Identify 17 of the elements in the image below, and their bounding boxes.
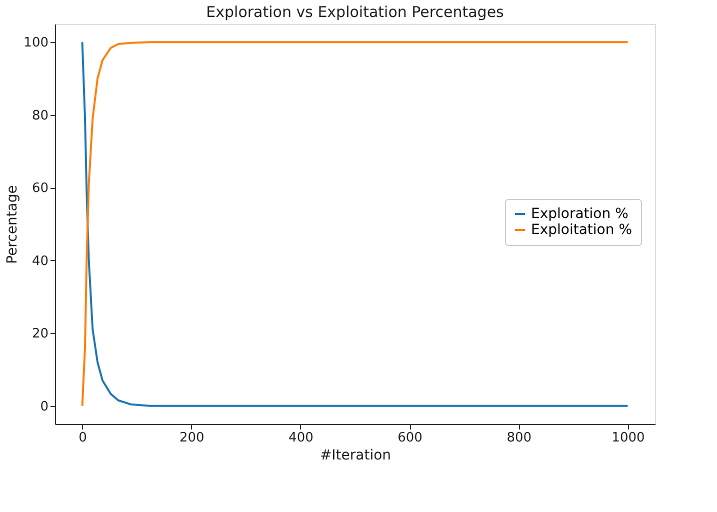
x-tick-label: 400 <box>288 430 314 446</box>
y-tick-label: 0 <box>40 399 48 414</box>
legend-label: Exploitation % <box>531 222 632 238</box>
y-tick-label: 100 <box>24 36 48 51</box>
legend-label: Exploration % <box>531 206 628 222</box>
y-tick-label: 40 <box>32 254 48 269</box>
chart-title: Exploration vs Exploitation Percentages <box>206 3 504 21</box>
y-tick-label: 80 <box>32 108 48 124</box>
x-tick-label: 600 <box>398 430 422 446</box>
x-tick-label: 1000 <box>612 430 645 446</box>
y-tick-label: 20 <box>32 326 48 342</box>
x-axis-title: #Iteration <box>320 448 392 464</box>
x-tick-label: 0 <box>78 430 87 446</box>
x-tick-label: 200 <box>179 430 204 446</box>
y-tick-label: 60 <box>32 181 48 196</box>
x-tick-label: 800 <box>506 430 532 446</box>
y-axis-title: Percentage <box>4 185 21 264</box>
